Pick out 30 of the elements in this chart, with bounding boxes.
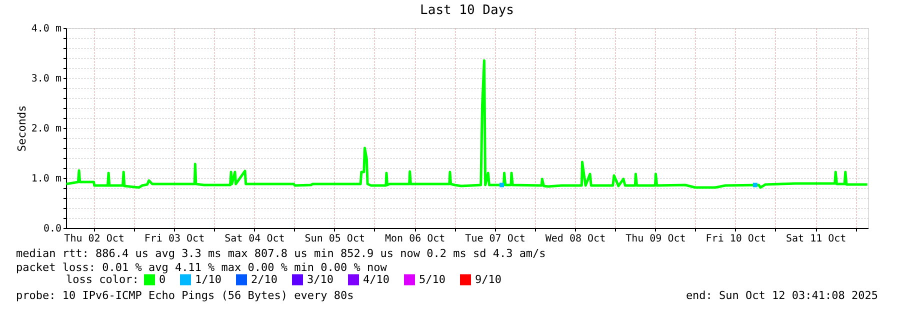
- text: median rtt: 886.4 us avg 3.3 ms max 807.8 us min 852.9 us now 0.2 ms sd 4.3 am/s: [16, 247, 546, 260]
- y-tick-label: 1.0 m: [31, 174, 62, 184]
- legend-label: 2/10: [251, 272, 278, 286]
- y-tick-label: 2.0 m: [31, 124, 62, 134]
- chart-title: Last 10 Days: [420, 3, 514, 18]
- x-tick-label: Mon 06 Oct: [384, 234, 446, 244]
- legend-label: 9/10: [475, 272, 502, 286]
- legend-label: 4/10: [363, 272, 390, 286]
- y-tick-label: 3.0 m: [31, 74, 62, 84]
- x-tick-label: Fri 03 Oct: [144, 234, 205, 244]
- legend-title: loss color:: [66, 273, 139, 286]
- legend-label: 0: [159, 272, 166, 286]
- text: end: Sun Oct 12 03:41:08 2025: [686, 289, 878, 302]
- x-tick-label: Wed 08 Oct: [545, 234, 606, 244]
- legend-label: 1/10: [195, 272, 222, 286]
- legend-label: 5/10: [419, 272, 446, 286]
- x-tick-label: Fri 10 Oct: [706, 234, 766, 244]
- x-tick-label: Thu 09 Oct: [626, 234, 686, 244]
- y-axis-title: Seconds: [15, 105, 28, 152]
- x-tick-label: Sat 04 Oct: [224, 234, 285, 244]
- x-tick-label: Tue 07 Oct: [465, 234, 526, 244]
- x-tick-label: Thu 02 Oct: [64, 234, 124, 244]
- y-tick-label: 0.0: [43, 224, 62, 234]
- x-tick-label: Sat 11 Oct: [786, 234, 846, 244]
- text: probe: 10 IPv6-ICMP Echo Pings (56 Bytes) every 80s: [16, 289, 354, 302]
- text: packet loss: 0.01 % avg 4.11 % max 0.00 % min 0.00 % now: [16, 261, 388, 274]
- x-tick-label: Sun 05 Oct: [304, 234, 365, 244]
- line-series: [64, 59, 869, 189]
- legend-label: 3/10: [307, 272, 334, 286]
- y-tick-label: 4.0 m: [31, 24, 62, 34]
